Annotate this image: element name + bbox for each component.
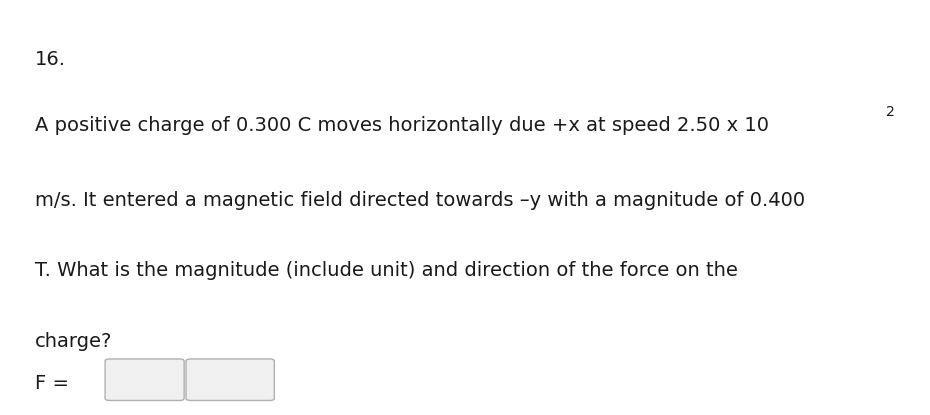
Text: F =: F = (35, 374, 70, 393)
Text: T. What is the magnitude (include unit) and direction of the force on the: T. What is the magnitude (include unit) … (35, 261, 738, 281)
Text: m/s. It entered a magnetic field directed towards –y with a magnitude of 0.400: m/s. It entered a magnetic field directe… (35, 191, 805, 210)
Text: 2: 2 (886, 105, 896, 119)
Text: charge?: charge? (35, 332, 113, 351)
Text: A positive charge of 0.300 C moves horizontally due +x at speed 2.50 x 10: A positive charge of 0.300 C moves horiz… (35, 116, 769, 135)
Text: 16.: 16. (35, 50, 66, 69)
